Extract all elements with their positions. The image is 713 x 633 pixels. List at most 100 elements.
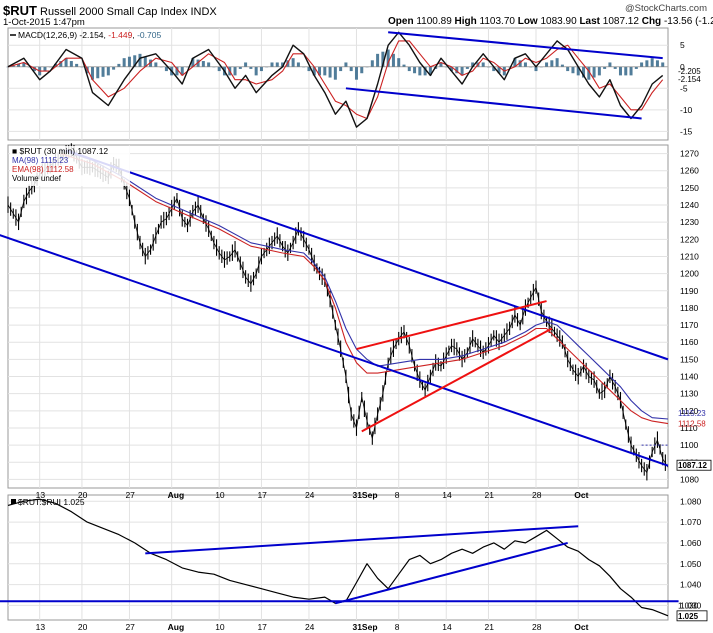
macd-histogram-bar [344,62,348,67]
macd-histogram-bar [360,66,364,74]
macd-histogram-bar [69,61,73,67]
macd-histogram-bar [608,62,612,67]
x-axis-label: 8 [395,622,400,632]
macd-histogram-bar [645,60,649,67]
x-axis-label: 14 [442,490,452,500]
x-axis-label: 28 [532,622,542,632]
macd-legend-part: -1.449 [108,30,132,40]
macd-histogram-bar [597,66,601,76]
price-y-tick-label: 1100 [680,440,699,450]
macd-histogram-bar [587,66,591,80]
macd-legend-part: -2.154, [79,30,108,40]
price-y-tick-label: 1200 [680,269,699,279]
ratio-line [7,498,669,617]
price-y-tick-label: 1240 [680,200,699,210]
x-axis-label: 28 [532,490,542,500]
macd-histogram-bar [180,66,184,76]
macd-histogram-bar [455,66,459,74]
macd-histogram-bar [370,60,374,67]
x-axis-label: 8 [395,490,400,500]
price-legend-symbol: ■ $RUT (30 min) 1087.12 [12,146,108,156]
macd-legend-part: -0.705 [137,30,161,40]
ratio-y-tick-label: 1.040 [680,580,702,590]
x-axis-label: 17 [257,622,267,632]
x-axis-label: 13 [36,490,46,500]
x-axis-label: Oct [574,622,588,632]
macd-y-tick-label: -5 [680,83,688,93]
macd-histogram-bar [613,66,617,69]
price-y-tick-label: 1190 [680,286,699,296]
macd-histogram-bar [106,66,110,76]
index-name: Russell 2000 Small Cap Index [40,6,188,18]
price-y-tick-label: 1080 [680,474,699,484]
macd-line [7,31,664,128]
macd-histogram-bar [428,66,432,76]
macd-y-tick-label: 0 [680,62,685,72]
macd-histogram-bar [423,66,427,76]
macd-histogram-bar [138,53,142,67]
wedge-upper [356,300,547,351]
macd-histogram-bar [391,53,395,67]
macd-histogram-bar [59,61,63,67]
high-label: High [454,16,477,27]
macd-histogram-bar [270,62,274,67]
macd-histogram-bar [634,66,638,69]
x-axis-label: Aug [168,622,185,632]
macd-histogram-bar [661,62,665,67]
macd-upper-channel [388,31,663,60]
macd-histogram-bar [11,65,15,67]
macd-histogram-bar [439,62,443,67]
macd-histogram-bar [582,66,586,78]
macd-histogram-bar [592,66,596,78]
macd-histogram-bar [318,66,322,76]
price-legend-volume: Volume undef [12,174,62,183]
macd-histogram-bar [175,66,179,76]
macd-histogram-bar [96,66,100,79]
x-axis-label: 14 [442,622,452,632]
macd-lower-channel [345,87,642,120]
upper-channel [65,149,669,361]
low-label: Low [517,16,538,27]
macd-histogram-bar [249,66,253,69]
macd-histogram-bar [402,64,406,67]
macd-histogram-bar [518,60,522,67]
x-axis-label: 10 [215,622,225,632]
macd-histogram-bar [492,66,496,72]
ratio-y-tick-label: 1.050 [680,559,702,569]
macd-histogram-bar [513,58,517,67]
ratio-y-tick-label: 1.070 [680,517,702,527]
ratio-upper-line [145,525,579,555]
macd-histogram-bar [534,66,538,72]
ratio-y-tick-label: 1.030 [680,600,702,610]
macd-histogram-bar [550,60,554,67]
price-y-tick-label: 1140 [680,372,699,382]
macd-histogram-bar [349,66,353,72]
open-label: Open [388,16,414,27]
x-axis-label: 27 [125,490,135,500]
macd-histogram-bar [233,66,237,76]
x-axis-label: 27 [125,622,135,632]
macd-histogram-bar [323,66,327,76]
macd-last-value-label: -2.154 [678,75,701,84]
macd-histogram-bar [296,62,300,67]
ticker-symbol: $RUT [3,3,37,18]
date-stamp: 1-Oct-2015 1:47pm [3,17,85,28]
chart-header: $RUT Russell 2000 Small Cap Index INDX 1… [0,0,713,28]
macd-histogram-bar [112,66,116,70]
macd-histogram-bar [413,66,417,74]
x-axis-label: Aug [168,490,185,500]
macd-histogram-bar [281,62,285,67]
chg-label: Chg [641,16,662,27]
macd-histogram-bar [307,66,311,72]
ratio-last-value-label: 1.025 [678,612,699,621]
macd-histogram-bar [217,66,221,72]
macd-histogram-bar [386,49,390,67]
macd-histogram-bar [275,62,279,67]
macd-histogram-bar [418,66,422,76]
macd-last-value-label: -2.205 [678,67,701,76]
lower-channel [0,234,669,467]
macd-histogram-bar [465,66,469,69]
price-y-tick-label: 1220 [680,234,699,244]
macd-histogram-bar [333,66,337,80]
x-axis-label: 21 [484,490,494,500]
